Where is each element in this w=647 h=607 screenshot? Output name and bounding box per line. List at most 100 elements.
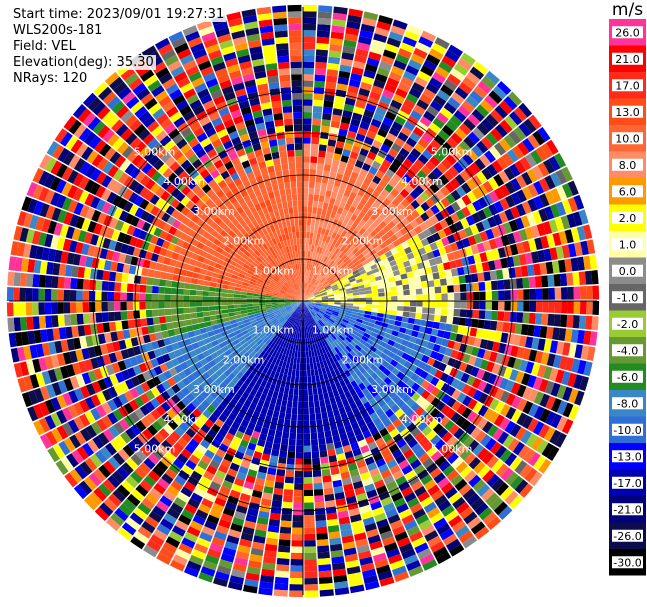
velocity-gate (321, 303, 328, 307)
velocity-gate (366, 421, 376, 430)
velocity-gate (528, 349, 538, 362)
velocity-gate (304, 275, 307, 283)
velocity-gate (231, 569, 246, 579)
velocity-gate (527, 324, 535, 337)
velocity-gate (304, 282, 307, 289)
velocity-gate (314, 368, 319, 376)
velocity-gate (333, 485, 344, 494)
velocity-gate (364, 310, 372, 316)
velocity-gate (303, 23, 317, 31)
velocity-gate (120, 292, 127, 301)
velocity-gate (13, 272, 21, 287)
velocity-gate (200, 566, 216, 577)
velocity-gate (214, 418, 225, 428)
velocity-gate (384, 296, 392, 301)
velocity-gate (545, 326, 554, 340)
velocity-gate (361, 205, 370, 215)
velocity-gate (366, 256, 374, 263)
velocity-gate (320, 290, 327, 295)
velocity-gate (318, 564, 332, 572)
velocity-gate (89, 279, 97, 291)
velocity-gate (303, 181, 309, 188)
velocity-gate (466, 301, 474, 310)
velocity-gate (308, 312, 312, 319)
velocity-gate (337, 359, 345, 367)
velocity-gate (377, 345, 385, 353)
velocity-gate (307, 304, 314, 309)
velocity-gate (476, 242, 486, 253)
velocity-gate (315, 322, 321, 329)
velocity-gate (308, 181, 315, 189)
velocity-gate (244, 362, 252, 370)
velocity-gate (303, 130, 312, 138)
velocity-gate (285, 361, 290, 369)
velocity-gate (338, 285, 345, 290)
velocity-gate (309, 284, 314, 291)
velocity-gate (561, 183, 574, 199)
velocity-gate (350, 340, 357, 348)
velocity-gate (340, 294, 347, 297)
velocity-gate (307, 319, 310, 326)
velocity-gate (276, 365, 282, 373)
velocity-gate (206, 465, 218, 476)
velocity-gate (293, 388, 299, 396)
velocity-gate (446, 386, 456, 397)
velocity-gate (330, 282, 337, 287)
velocity-gate (310, 143, 319, 151)
velocity-gate (340, 298, 348, 301)
velocity-gate (426, 235, 436, 244)
velocity-gate (351, 257, 359, 264)
velocity-gate (315, 355, 320, 363)
velocity-gate (345, 270, 352, 276)
velocity-gate (275, 475, 285, 483)
velocity-gate (243, 399, 252, 408)
velocity-gate (309, 302, 316, 305)
velocity-gate (377, 265, 386, 272)
velocity-gate (458, 140, 471, 153)
velocity-gate (347, 85, 359, 94)
velocity-gate (306, 305, 311, 312)
velocity-gate (450, 349, 459, 359)
velocity-gate (289, 584, 303, 591)
velocity-gate (153, 528, 168, 542)
velocity-gate (297, 344, 301, 352)
velocity-gate (353, 324, 361, 330)
velocity-gate (221, 297, 228, 301)
velocity-gate (412, 508, 426, 520)
velocity-gate (330, 383, 337, 391)
velocity-gate (420, 274, 428, 282)
velocity-gate (209, 542, 224, 553)
velocity-gate (461, 182, 472, 194)
velocity-gate (402, 36, 417, 48)
velocity-gate (498, 290, 505, 300)
velocity-gate (336, 345, 343, 352)
velocity-gate (359, 148, 369, 157)
velocity-gate (538, 378, 549, 393)
velocity-gate (338, 260, 345, 268)
velocity-gate (410, 163, 421, 174)
velocity-gate (13, 302, 20, 317)
velocity-gate (267, 332, 274, 339)
velocity-gate (294, 338, 298, 345)
velocity-gate (589, 254, 598, 270)
velocity-gate (401, 241, 410, 249)
velocity-gate (548, 301, 555, 313)
velocity-gate (309, 270, 313, 277)
velocity-gate (379, 427, 389, 437)
velocity-gate (471, 414, 483, 426)
velocity-gate (296, 306, 300, 312)
velocity-gate (446, 137, 459, 149)
velocity-gate (452, 276, 460, 285)
velocity-gate (406, 378, 416, 388)
velocity-gate (358, 465, 369, 475)
velocity-gate (76, 313, 84, 325)
velocity-gate (572, 315, 580, 329)
velocity-gate (222, 507, 235, 517)
velocity-gate (364, 200, 373, 209)
velocity-gate (391, 330, 399, 337)
velocity-gate (328, 132, 338, 141)
velocity-gate (524, 467, 538, 483)
velocity-gate (463, 118, 476, 131)
velocity-gate (215, 448, 226, 459)
velocity-gate (337, 426, 346, 435)
